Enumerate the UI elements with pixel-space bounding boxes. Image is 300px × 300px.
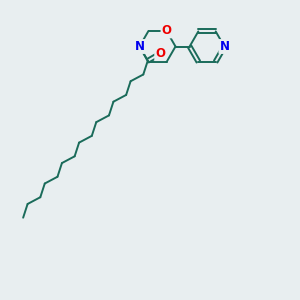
- Text: N: N: [219, 40, 230, 53]
- Text: N: N: [134, 40, 145, 53]
- Text: O: O: [155, 47, 165, 60]
- Text: O: O: [161, 24, 172, 38]
